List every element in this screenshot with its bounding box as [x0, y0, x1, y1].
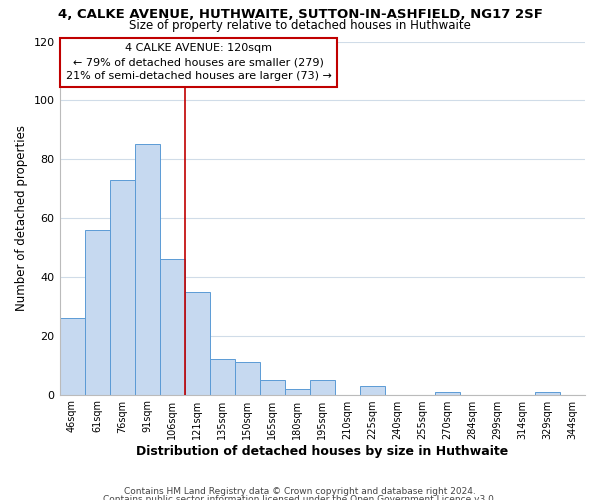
Text: 4 CALKE AVENUE: 120sqm
← 79% of detached houses are smaller (279)
21% of semi-de: 4 CALKE AVENUE: 120sqm ← 79% of detached… — [66, 44, 332, 82]
Bar — [435, 392, 460, 394]
Bar — [360, 386, 385, 394]
Text: Contains HM Land Registry data © Crown copyright and database right 2024.: Contains HM Land Registry data © Crown c… — [124, 488, 476, 496]
Text: 4, CALKE AVENUE, HUTHWAITE, SUTTON-IN-ASHFIELD, NG17 2SF: 4, CALKE AVENUE, HUTHWAITE, SUTTON-IN-AS… — [58, 8, 542, 20]
Y-axis label: Number of detached properties: Number of detached properties — [15, 125, 28, 311]
Bar — [260, 380, 285, 394]
Text: Size of property relative to detached houses in Huthwaite: Size of property relative to detached ho… — [129, 19, 471, 32]
Bar — [285, 388, 310, 394]
Bar — [110, 180, 134, 394]
Bar — [310, 380, 335, 394]
Bar — [235, 362, 260, 394]
Bar — [85, 230, 110, 394]
Bar — [134, 144, 160, 394]
Bar — [209, 360, 235, 394]
Bar — [59, 318, 85, 394]
Bar — [160, 259, 185, 394]
Bar — [185, 292, 209, 395]
Text: Contains public sector information licensed under the Open Government Licence v3: Contains public sector information licen… — [103, 495, 497, 500]
X-axis label: Distribution of detached houses by size in Huthwaite: Distribution of detached houses by size … — [136, 444, 508, 458]
Bar — [535, 392, 560, 394]
